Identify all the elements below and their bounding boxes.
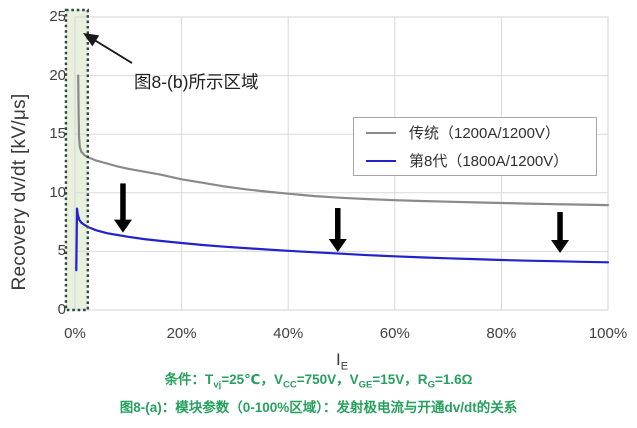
condition-subscript: G	[427, 379, 435, 391]
x-tick-label-4: 80%	[486, 325, 517, 342]
annotation-arrow-head	[82, 33, 100, 47]
y-tick-label-1: 5	[57, 242, 66, 260]
legend-row-1: 第8代（1800A/1200V）	[366, 150, 596, 171]
condition-subscript: CC	[283, 379, 297, 391]
series-line-0	[77, 74, 610, 207]
y-tick-label-2: 10	[49, 183, 66, 201]
plot-border	[74, 16, 609, 311]
y-tick-label-3: 15	[49, 125, 66, 143]
legend: 传统（1200A/1200V） 第8代（1800A/1200V）	[353, 117, 597, 176]
figure-caption: 图8-(a)：模块参数（0-100%区域）：发射极电流与开通dv/dt的关系	[119, 400, 518, 415]
x-tick-label-2: 40%	[273, 325, 304, 342]
x-tick-label-1: 20%	[166, 325, 197, 342]
y-tick-label-4: 20	[49, 66, 66, 84]
y-axis-title: Recovery dv/dt [kV/μs]	[9, 93, 30, 291]
legend-line-sample-0	[366, 131, 396, 134]
annotation-arrow-line	[92, 38, 133, 64]
legend-row-0: 传统（1200A/1200V）	[366, 122, 596, 143]
region-annotation-label: 图8-(b)所示区域	[134, 72, 259, 92]
x-tick-label-0: 0%	[64, 325, 86, 342]
down-arrow-head	[328, 238, 347, 252]
condition-subscript: GE	[358, 379, 373, 391]
down-arrow-head	[113, 219, 132, 233]
series-line-1	[75, 207, 610, 272]
down-arrow-head	[551, 240, 570, 254]
condition-subscript: vj	[213, 379, 222, 391]
legend-label-1: 第8代（1800A/1200V）	[409, 153, 569, 170]
x-axis-title-sub: E	[340, 360, 349, 373]
highlight-region-fill	[65, 10, 88, 310]
condition-text: 条件：Tvj=25℃，VCC=750V，VGE=15V，RG=1.6Ω	[164, 372, 473, 391]
legend-line-sample-1	[366, 159, 396, 162]
y-tick-label-0: 0	[57, 301, 66, 318]
highlight-region-border	[64, 8, 89, 312]
x-tick-label-3: 60%	[379, 325, 410, 342]
y-tick-label-5: 25	[49, 8, 66, 25]
x-axis-title-base: I	[336, 350, 341, 369]
x-tick-label-5: 100%	[588, 325, 628, 342]
legend-label-0: 传统（1200A/1200V）	[409, 125, 560, 142]
x-axis-title: IE	[336, 350, 348, 372]
